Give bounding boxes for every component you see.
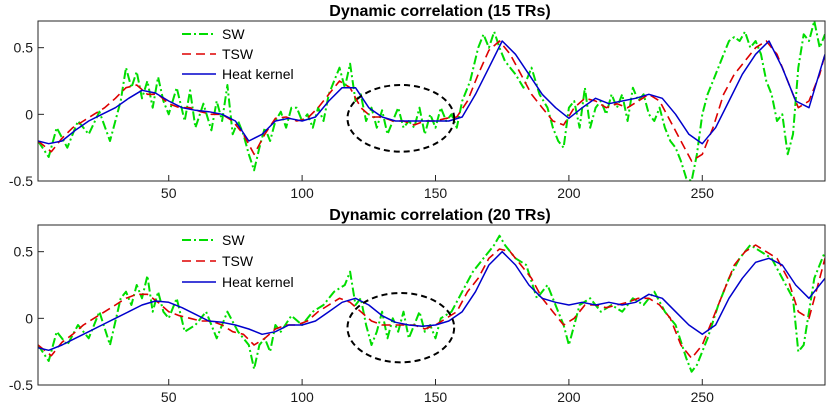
y-tick-label: 0.5 bbox=[14, 40, 34, 56]
series-sw-line bbox=[38, 21, 825, 181]
legend-label-heat-kernel: Heat kernel bbox=[222, 274, 294, 290]
x-ticks: 50 100 150 200 250 bbox=[161, 379, 714, 405]
x-tick-label: 50 bbox=[161, 185, 177, 201]
x-tick-label: 150 bbox=[424, 185, 448, 201]
legend-label-sw: SW bbox=[222, 232, 245, 248]
plot-area bbox=[38, 234, 825, 373]
chart-title: Dynamic correlation (20 TRs) bbox=[329, 207, 550, 224]
annotation-ellipse bbox=[346, 84, 456, 153]
series-tsw-line bbox=[38, 244, 825, 360]
chart-panel-20trs: Dynamic correlation (20 TRs) -0.5 0 0.5 50… bbox=[9, 207, 826, 405]
x-tick-label: 250 bbox=[691, 389, 715, 405]
axes-box bbox=[37, 224, 826, 386]
legend-label-tsw: TSW bbox=[222, 253, 254, 269]
y-tick-label: -0.5 bbox=[9, 377, 33, 393]
x-tick-label: 200 bbox=[557, 185, 581, 201]
y-tick-label: -0.5 bbox=[9, 173, 33, 189]
x-tick-label: 100 bbox=[290, 389, 314, 405]
legend: SW TSW Heat kernel bbox=[182, 26, 294, 82]
y-tick-label: 0 bbox=[25, 106, 33, 122]
x-tick-label: 100 bbox=[290, 185, 314, 201]
plot-area bbox=[38, 21, 825, 181]
y-tick-label: 0 bbox=[25, 310, 33, 326]
legend-label-tsw: TSW bbox=[222, 46, 254, 62]
series-heat-kernel-line bbox=[38, 250, 825, 352]
legend-label-sw: SW bbox=[222, 26, 245, 42]
series-sw-line bbox=[38, 234, 825, 373]
series-heat-kernel-line bbox=[38, 40, 825, 145]
annotation-ellipse bbox=[346, 292, 456, 364]
y-tick-label: 0.5 bbox=[14, 244, 34, 260]
legend-label-heat-kernel: Heat kernel bbox=[222, 66, 294, 82]
axes-box bbox=[37, 20, 826, 182]
x-tick-label: 200 bbox=[557, 389, 581, 405]
y-ticks: -0.5 0 0.5 bbox=[9, 40, 44, 189]
x-ticks: 50 100 150 200 250 bbox=[161, 175, 714, 201]
x-tick-label: 50 bbox=[161, 389, 177, 405]
legend: SW TSW Heat kernel bbox=[182, 232, 294, 290]
x-tick-label: 250 bbox=[691, 185, 715, 201]
series-tsw-line bbox=[38, 40, 825, 162]
y-ticks: -0.5 0 0.5 bbox=[9, 244, 44, 393]
chart-title: Dynamic correlation (15 TRs) bbox=[329, 3, 550, 20]
x-tick-label: 150 bbox=[424, 389, 448, 405]
chart-panel-15trs: Dynamic correlation (15 TRs) -0.5 0 0.5 50… bbox=[9, 3, 826, 201]
